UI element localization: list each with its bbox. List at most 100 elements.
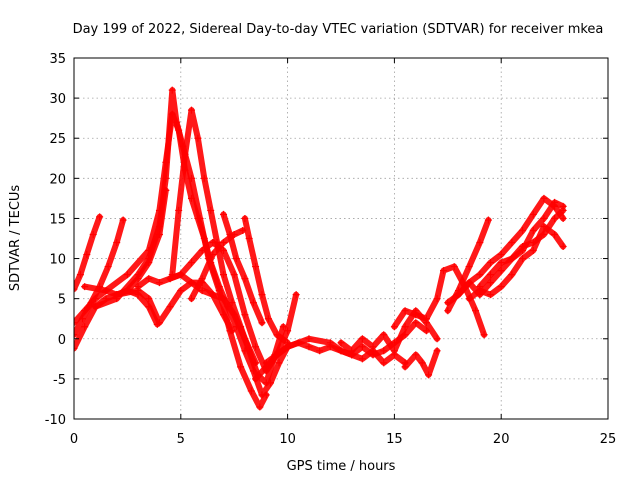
data-point xyxy=(508,271,516,279)
data-point xyxy=(134,271,142,279)
data-point xyxy=(487,259,495,267)
data-point xyxy=(177,271,185,279)
y-tick-label: 35 xyxy=(49,52,66,67)
y-tick-label: 25 xyxy=(49,132,66,147)
data-point xyxy=(196,214,204,222)
data-point xyxy=(529,210,537,218)
tick-group: 0 5 10 15 20 25 -10 -5 0 5 10 15 20 25 30 35 xyxy=(45,52,617,447)
data-point xyxy=(220,210,228,218)
data-point xyxy=(230,271,238,279)
data-point xyxy=(433,295,441,303)
y-tick-label: 5 xyxy=(58,293,66,308)
y-tick-label: 20 xyxy=(49,172,66,187)
data-point xyxy=(134,283,142,291)
data-point xyxy=(181,150,189,158)
data-point xyxy=(262,359,270,367)
data-point xyxy=(252,375,260,383)
data-point xyxy=(358,355,366,363)
y-axis-label: SDTVAR / TECUs xyxy=(8,185,23,292)
data-point xyxy=(74,285,78,293)
data-point xyxy=(508,239,516,247)
series-line-12 xyxy=(220,211,265,326)
y-tick-label: -10 xyxy=(45,413,66,428)
y-tick-label: 10 xyxy=(49,253,66,268)
data-point xyxy=(529,239,537,247)
data-point xyxy=(380,347,388,355)
data-point xyxy=(241,214,249,222)
data-point xyxy=(173,118,181,126)
data-point xyxy=(249,299,257,307)
data-point xyxy=(264,315,272,323)
data-point xyxy=(252,263,260,271)
data-point xyxy=(256,403,264,411)
data-point xyxy=(102,287,110,295)
data-point xyxy=(262,379,270,387)
data-point xyxy=(220,295,228,303)
data-point xyxy=(540,194,548,202)
data-point xyxy=(177,287,185,295)
data-point xyxy=(230,311,238,319)
data-point xyxy=(74,319,78,327)
data-point xyxy=(168,86,176,94)
data-point xyxy=(145,255,153,263)
y-tick-label: 15 xyxy=(49,212,66,227)
data-point xyxy=(390,347,398,355)
data-point xyxy=(81,323,89,331)
data-point xyxy=(369,343,377,351)
data-point xyxy=(454,291,462,299)
data-point xyxy=(209,239,217,247)
series-line-8 xyxy=(113,279,236,334)
data-point xyxy=(113,239,121,247)
series-line-6 xyxy=(92,87,270,410)
data-point xyxy=(262,391,270,399)
data-point xyxy=(529,226,537,234)
data-point xyxy=(390,323,398,331)
data-point xyxy=(245,235,253,242)
data-point xyxy=(418,359,426,367)
data-point xyxy=(104,263,112,271)
data-point xyxy=(316,347,324,355)
data-point xyxy=(96,213,104,221)
data-point xyxy=(487,271,495,279)
data-point xyxy=(220,311,228,319)
data-point xyxy=(74,344,78,352)
data-point xyxy=(551,198,559,206)
x-tick-label: 25 xyxy=(600,432,617,447)
data-point xyxy=(198,275,206,283)
data-point xyxy=(232,255,240,263)
data-point xyxy=(187,174,195,182)
series-line-11 xyxy=(188,227,246,302)
data-point xyxy=(91,295,99,303)
data-point xyxy=(529,247,537,255)
data-point xyxy=(337,347,345,355)
data-point xyxy=(440,267,448,275)
data-point xyxy=(155,279,163,287)
data-point xyxy=(220,239,228,247)
data-point xyxy=(412,351,420,359)
data-point xyxy=(187,295,195,303)
data-point xyxy=(241,311,249,319)
data-point xyxy=(519,226,527,234)
data-point xyxy=(155,319,163,327)
data-point xyxy=(487,291,495,299)
data-point xyxy=(89,230,97,238)
data-point xyxy=(450,263,458,271)
data-point xyxy=(237,363,245,371)
data-point xyxy=(166,303,174,311)
data-point xyxy=(91,303,99,311)
data-point xyxy=(273,331,281,339)
data-point xyxy=(228,327,236,335)
data-point xyxy=(540,214,548,222)
data-point xyxy=(540,230,548,238)
data-point xyxy=(74,331,78,339)
data-point xyxy=(187,279,195,287)
data-point xyxy=(358,335,366,343)
data-point xyxy=(480,331,488,339)
data-point xyxy=(200,174,208,182)
x-axis-label: GPS time / hours xyxy=(287,459,396,474)
data-point xyxy=(175,206,183,214)
y-tick-label: 30 xyxy=(49,92,66,107)
data-point xyxy=(465,263,473,271)
data-point xyxy=(444,299,452,307)
